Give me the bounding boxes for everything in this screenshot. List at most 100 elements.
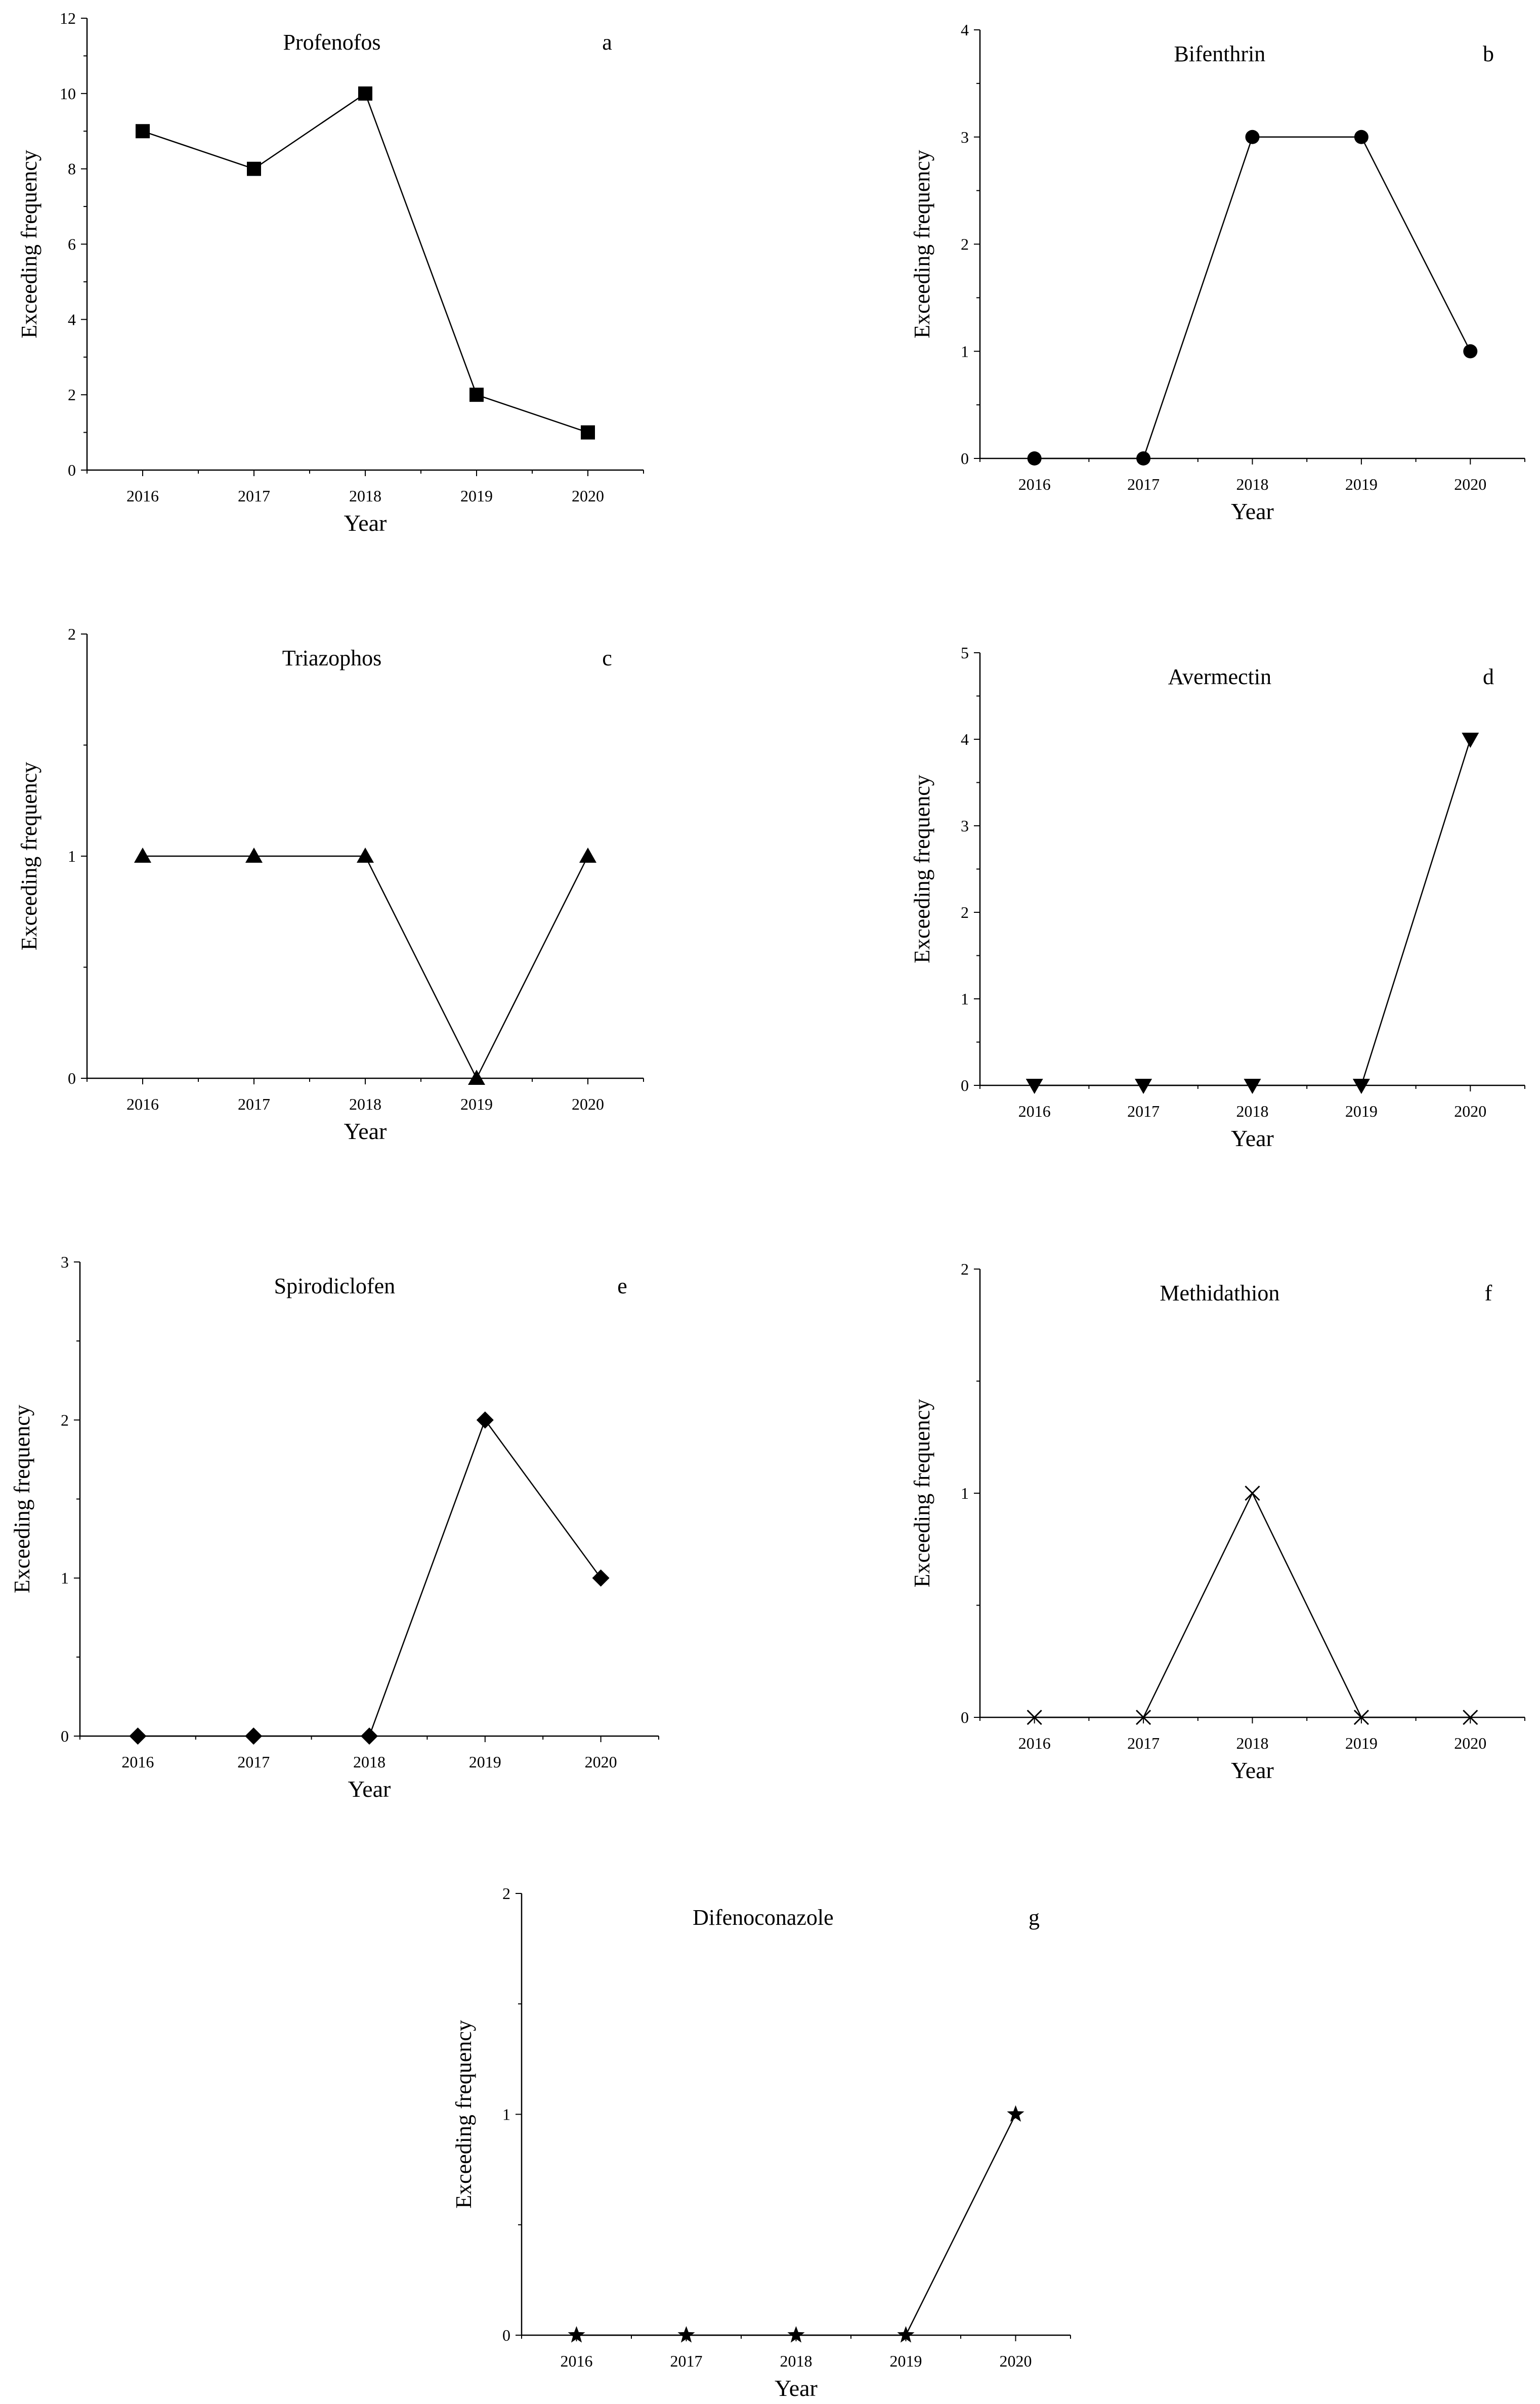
data-point xyxy=(1026,1709,1042,1725)
x-axis-label: Year xyxy=(344,1118,387,1144)
y-tick-label: 0 xyxy=(961,1076,969,1094)
x-tick-label: 2018 xyxy=(1236,1734,1269,1752)
data-point xyxy=(897,2326,915,2343)
y-tick-label: 0 xyxy=(502,2326,510,2344)
chart-title: Methidathion xyxy=(1160,1281,1279,1305)
chart-title: Spirodiclofen xyxy=(274,1274,396,1298)
x-tick-label: 2016 xyxy=(126,487,159,505)
x-tick-label: 2016 xyxy=(1018,1102,1051,1120)
y-tick-label: 1 xyxy=(961,342,969,360)
y-tick-label: 4 xyxy=(68,310,76,328)
y-tick-label: 12 xyxy=(60,9,76,27)
x-tick-label: 2017 xyxy=(238,487,270,505)
panel-letter: c xyxy=(602,646,612,670)
data-point xyxy=(357,848,374,863)
data-point xyxy=(1136,451,1151,466)
data-point xyxy=(245,848,263,863)
data-point xyxy=(134,848,151,863)
series-line xyxy=(1034,136,1471,459)
x-tick-label: 2018 xyxy=(1236,475,1269,493)
x-tick-label: 2020 xyxy=(585,1753,617,1771)
x-tick-label: 2016 xyxy=(126,1095,159,1113)
y-tick-label: 2 xyxy=(61,1411,69,1429)
y-tick-label: 0 xyxy=(68,461,76,479)
x-axis-label: Year xyxy=(1231,1125,1274,1151)
chart-title: Difenoconazole xyxy=(693,1905,834,1930)
y-tick-label: 0 xyxy=(961,1708,969,1726)
data-point xyxy=(468,1070,485,1085)
x-tick-label: 2020 xyxy=(1454,475,1486,493)
y-tick-label: 2 xyxy=(68,386,76,404)
x-axis-label: Year xyxy=(1231,1757,1274,1783)
y-tick-label: 2 xyxy=(961,235,969,254)
y-tick-label: 3 xyxy=(961,128,969,146)
chart-panel-f: 0 1 2 2016 2017 2018 2019 2020 Methidathion f Year… xyxy=(910,1260,1525,1783)
x-tick-label: 2017 xyxy=(238,1095,270,1113)
panel-letter: g xyxy=(1029,1905,1040,1930)
data-point xyxy=(476,1411,494,1429)
series-line xyxy=(576,2114,1016,2336)
x-tick-label: 2017 xyxy=(1127,1102,1160,1120)
x-tick-label: 2020 xyxy=(572,1095,604,1113)
y-axis-label: Exceeding frequency xyxy=(910,1399,934,1588)
x-tick-label: 2019 xyxy=(469,1753,501,1771)
data-point xyxy=(568,2326,585,2343)
y-tick-label: 1 xyxy=(61,1569,69,1587)
panel-letter: a xyxy=(602,30,612,55)
x-tick-label: 2016 xyxy=(1018,475,1051,493)
y-tick-label: 2 xyxy=(961,1260,969,1278)
y-tick-label: 0 xyxy=(61,1727,69,1745)
data-point xyxy=(136,124,150,139)
data-point xyxy=(592,1569,610,1587)
x-tick-label: 2018 xyxy=(780,2352,812,2370)
series-line xyxy=(1034,1492,1471,1718)
x-tick-label: 2016 xyxy=(121,1753,154,1771)
y-tick-label: 5 xyxy=(961,644,969,662)
data-point xyxy=(1136,1709,1151,1725)
data-point xyxy=(1245,130,1260,144)
data-point xyxy=(1352,1079,1370,1094)
y-tick-label: 2 xyxy=(502,1884,510,1903)
data-point xyxy=(579,848,596,863)
series-line xyxy=(143,855,589,1080)
chart-panel-c: 0 1 2 2016 2017 2018 2019 2020 Triazophos c Year Ex… xyxy=(17,625,644,1144)
x-axis-label: Year xyxy=(348,1776,391,1802)
x-tick-label: 2019 xyxy=(460,1095,493,1113)
x-tick-label: 2019 xyxy=(1345,1734,1378,1752)
y-tick-label: 3 xyxy=(61,1253,69,1271)
series-line xyxy=(142,92,588,433)
y-tick-label: 6 xyxy=(68,235,76,254)
y-tick-label: 0 xyxy=(68,1069,76,1087)
chart-panel-d: 0 1 2 3 4 5 2016 2017 2018 2019 2020 Avermectin d Yea… xyxy=(910,644,1525,1151)
data-point xyxy=(358,86,372,101)
y-tick-label: 4 xyxy=(961,730,969,748)
x-tick-label: 2019 xyxy=(1345,1102,1378,1120)
data-point xyxy=(1462,733,1479,748)
data-point xyxy=(245,1727,263,1745)
x-axis-label: Year xyxy=(344,510,387,536)
data-point xyxy=(129,1727,147,1745)
y-tick-label: 10 xyxy=(60,85,76,103)
x-tick-label: 2019 xyxy=(890,2352,922,2370)
y-axis-label: Exceeding frequency xyxy=(17,150,41,339)
x-axis-label: Year xyxy=(775,2375,818,2401)
data-point xyxy=(581,425,595,440)
chart-title: Avermectin xyxy=(1168,664,1271,689)
data-point xyxy=(787,2326,805,2343)
x-tick-label: 2020 xyxy=(572,487,604,505)
x-tick-label: 2017 xyxy=(1127,1734,1160,1752)
x-tick-label: 2020 xyxy=(1454,1734,1486,1752)
x-tick-label: 2019 xyxy=(460,487,493,505)
y-tick-label: 2 xyxy=(68,625,76,643)
panel-letter: d xyxy=(1483,664,1494,689)
y-tick-label: 1 xyxy=(961,990,969,1008)
data-point xyxy=(247,161,261,176)
x-tick-label: 2016 xyxy=(1018,1734,1051,1752)
y-axis-label: Exceeding frequency xyxy=(451,2020,476,2209)
data-point xyxy=(1245,1485,1260,1501)
data-point xyxy=(361,1727,378,1745)
panel-letter: f xyxy=(1485,1281,1492,1305)
x-tick-label: 2020 xyxy=(1454,1102,1486,1120)
x-tick-label: 2019 xyxy=(1345,475,1378,493)
